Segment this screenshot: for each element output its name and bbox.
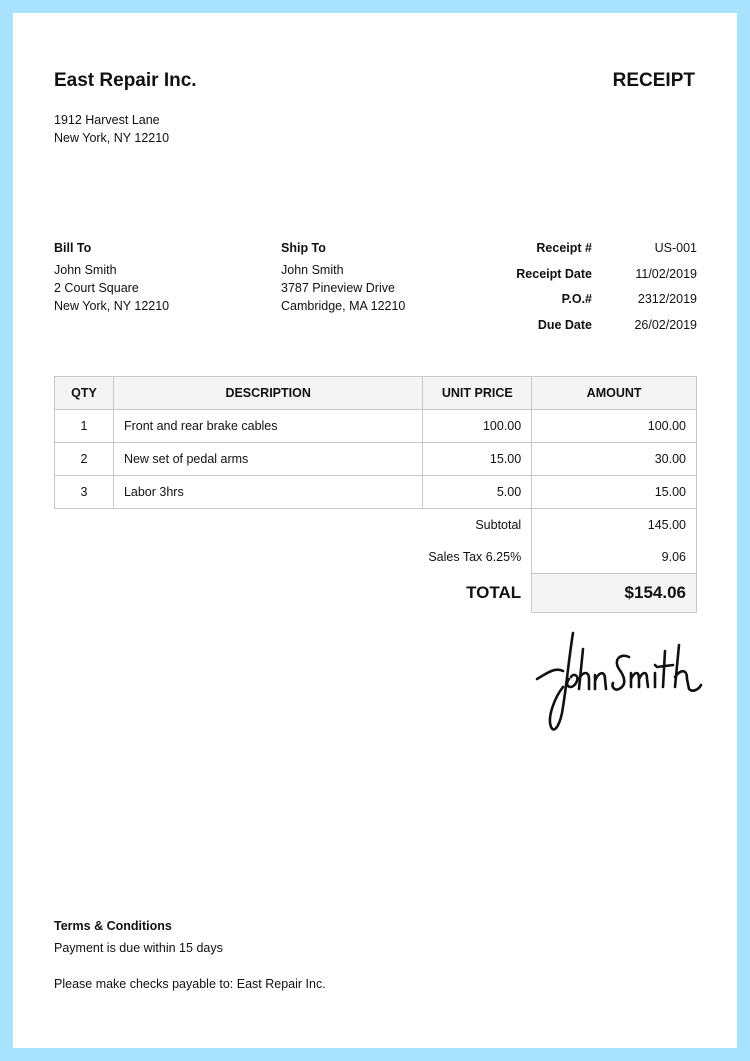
table-row: 1 Front and rear brake cables 100.00 100… bbox=[54, 409, 697, 443]
table-row: 3 Labor 3hrs 5.00 15.00 bbox=[54, 475, 697, 509]
ship-to-line: 3787 Pineview Drive bbox=[281, 281, 395, 295]
header-description: DESCRIPTION bbox=[112, 376, 424, 410]
line-items-table: QTY DESCRIPTION UNIT PRICE AMOUNT 1 Fron… bbox=[54, 376, 697, 613]
unit-price-cell: 100.00 bbox=[422, 409, 533, 443]
terms-section: Terms & Conditions Payment is due within… bbox=[54, 917, 326, 993]
bill-to-line: New York, NY 12210 bbox=[54, 299, 170, 313]
receipt-page: East Repair Inc. RECEIPT 1912 Harvest La… bbox=[13, 13, 737, 1048]
description-cell: New set of pedal arms bbox=[112, 442, 424, 476]
header-unit-price: UNIT PRICE bbox=[422, 376, 533, 410]
meta-label: Receipt Date bbox=[516, 266, 592, 281]
terms-line: Payment is due within 15 days bbox=[54, 941, 223, 955]
bill-to-label: Bill To bbox=[54, 241, 92, 255]
address-line: New York, NY 12210 bbox=[54, 131, 170, 145]
address-line: 1912 Harvest Lane bbox=[54, 113, 160, 127]
bill-to-name: John Smith bbox=[54, 263, 117, 277]
qty-cell: 3 bbox=[54, 475, 114, 509]
subtotal-value: 145.00 bbox=[531, 508, 697, 541]
amount-cell: 15.00 bbox=[531, 475, 697, 509]
description-cell: Labor 3hrs bbox=[112, 475, 424, 509]
qty-cell: 1 bbox=[54, 409, 114, 443]
ship-to-label: Ship To bbox=[281, 241, 326, 255]
ship-to-line: Cambridge, MA 12210 bbox=[281, 299, 406, 313]
qty-cell: 2 bbox=[54, 442, 114, 476]
terms-line: Please make checks payable to: East Repa… bbox=[54, 977, 326, 991]
description-cell: Front and rear brake cables bbox=[112, 409, 424, 443]
terms-title: Terms & Conditions bbox=[54, 919, 172, 933]
meta-value: 11/02/2019 bbox=[635, 266, 697, 281]
meta-value: 2312/2019 bbox=[637, 292, 697, 306]
meta-value: 26/02/2019 bbox=[634, 317, 697, 332]
unit-price-cell: 15.00 bbox=[422, 442, 533, 476]
unit-price-cell: 5.00 bbox=[422, 475, 533, 509]
ship-to: Ship To John Smith 3787 Pineview Drive C… bbox=[281, 239, 405, 315]
bill-to: Bill To John Smith 2 Court Square New Yo… bbox=[54, 239, 169, 315]
subtotal-row: Subtotal 145.00 bbox=[55, 508, 697, 541]
bill-to-line: 2 Court Square bbox=[54, 281, 139, 295]
header-amount: AMOUNT bbox=[531, 376, 697, 410]
amount-cell: 30.00 bbox=[531, 442, 697, 476]
document-title: RECEIPT bbox=[612, 70, 695, 91]
total-value: $154.06 bbox=[531, 573, 697, 613]
tax-row: Sales Tax 6.25% 9.06 bbox=[55, 541, 697, 574]
receipt-meta: Receipt # US-001 Receipt Date 11/02/2019 P… bbox=[453, 239, 697, 341]
meta-label: P.O.# bbox=[561, 292, 592, 306]
company-address: 1912 Harvest Lane New York, NY 12210 bbox=[54, 111, 169, 147]
total-label: TOTAL bbox=[466, 583, 522, 602]
meta-label: Due Date bbox=[537, 317, 592, 332]
table-header: QTY DESCRIPTION UNIT PRICE AMOUNT bbox=[54, 376, 697, 410]
company-name: East Repair Inc. bbox=[54, 70, 197, 91]
tax-label: Sales Tax 6.25% bbox=[428, 550, 522, 565]
amount-cell: 100.00 bbox=[531, 409, 697, 443]
signature-image bbox=[535, 631, 703, 731]
meta-value: US-001 bbox=[654, 241, 697, 255]
meta-label: Receipt # bbox=[536, 241, 592, 255]
subtotal-label: Subtotal bbox=[475, 518, 522, 532]
total-row: TOTAL $154.06 bbox=[55, 573, 697, 613]
tax-value: 9.06 bbox=[531, 541, 697, 574]
ship-to-name: John Smith bbox=[281, 263, 344, 277]
header-qty: QTY bbox=[54, 376, 114, 410]
table-row: 2 New set of pedal arms 15.00 30.00 bbox=[54, 442, 697, 476]
